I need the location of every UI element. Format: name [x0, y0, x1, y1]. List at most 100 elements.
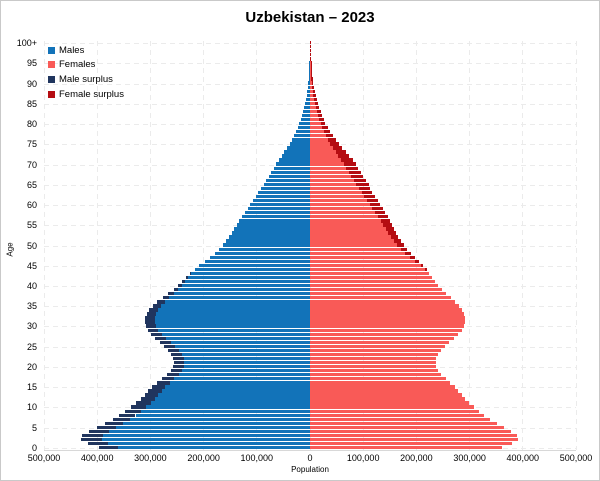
- bar-female-age-74: [310, 146, 333, 150]
- bar-male-surplus-age-33: [146, 312, 157, 316]
- bar-male-surplus-age-36: [157, 300, 165, 304]
- bar-female-age-23: [310, 352, 439, 357]
- bar-male-surplus-age-16: [156, 381, 170, 385]
- y-tick-label: 55: [26, 220, 37, 231]
- bar-male-surplus-age-8: [119, 413, 136, 417]
- bar-male-surplus-age-2: [81, 437, 102, 442]
- bar-male-age-9: [140, 409, 310, 413]
- bar-female-surplus-age-58: [375, 211, 385, 215]
- bar-male-age-45: [199, 263, 310, 268]
- bar-male-age-2: [101, 437, 310, 442]
- bar-male-age-54: [233, 227, 310, 231]
- bar-female-age-72: [310, 154, 339, 158]
- bar-female-age-18: [310, 373, 442, 377]
- bar-male-age-1: [107, 441, 310, 446]
- bar-female-age-90: [310, 81, 312, 85]
- bar-female-age-64: [310, 186, 359, 191]
- bar-male-surplus-age-22: [173, 356, 184, 361]
- legend-swatch-icon: [48, 61, 55, 69]
- y-tick-label: 40: [26, 280, 37, 291]
- bar-male-age-74: [287, 146, 310, 150]
- bar-female-age-6: [310, 421, 498, 425]
- bar-female-surplus-age-74: [332, 146, 342, 150]
- bar-female-age-71: [310, 158, 341, 162]
- bar-male-age-95: [309, 61, 310, 65]
- bar-male-age-90: [308, 81, 310, 85]
- bar-female-age-55: [310, 223, 384, 227]
- legend-swatch-icon: [48, 90, 55, 98]
- bar-female-surplus-age-49: [400, 247, 407, 251]
- bar-female-age-0: [310, 445, 502, 450]
- bar-male-age-32: [155, 316, 310, 320]
- bar-male-age-35: [161, 304, 310, 308]
- bar-female-surplus-age-81: [319, 117, 324, 122]
- bar-male-age-48: [214, 251, 310, 255]
- bar-male-age-30: [156, 324, 310, 328]
- bar-male-surplus-age-17: [162, 377, 175, 381]
- bar-male-surplus-age-34: [149, 308, 159, 312]
- x-tick-label: 500,000: [559, 453, 593, 463]
- x-tick-label: 100,000: [240, 453, 274, 463]
- bar-male-age-3: [102, 433, 310, 438]
- bar-female-age-91: [310, 77, 312, 81]
- bar-female-age-36: [310, 300, 456, 304]
- bar-female-surplus-age-62: [364, 194, 375, 199]
- bar-female-age-76: [310, 138, 329, 142]
- bar-male-surplus-age-5: [97, 425, 116, 430]
- bar-female-surplus-age-89: [312, 85, 315, 89]
- bar-female-surplus-age-78: [323, 130, 331, 134]
- bar-male-age-61: [253, 198, 310, 203]
- bar-male-surplus-age-42: [186, 275, 189, 280]
- bar-female-surplus-age-85: [315, 101, 318, 106]
- bar-male-age-82: [302, 113, 310, 118]
- bar-female-age-80: [310, 121, 321, 126]
- bar-male-age-46: [204, 259, 310, 264]
- bar-female-surplus-age-46: [415, 259, 420, 264]
- bar-male-age-13: [158, 393, 310, 397]
- bar-male-age-60: [250, 202, 310, 207]
- bar-female-age-48: [310, 251, 406, 255]
- bar-male-age-22: [183, 356, 310, 361]
- bar-female-surplus-age-55: [383, 223, 392, 227]
- bar-female-age-13: [310, 393, 462, 397]
- bar-female-age-50: [310, 243, 398, 247]
- bar-male-age-91: [308, 77, 310, 81]
- bar-female-age-92: [310, 73, 312, 77]
- y-tick-label: 45: [26, 260, 37, 271]
- bar-male-age-38: [173, 292, 310, 296]
- bar-female-surplus-age-51: [394, 239, 401, 243]
- bar-male-surplus-age-37: [162, 296, 169, 300]
- bar-male-surplus-age-20: [172, 364, 184, 369]
- bar-male-age-81: [300, 117, 310, 122]
- bar-female-age-84: [310, 105, 316, 110]
- bar-male-age-84: [304, 105, 310, 110]
- x-tick-label: 300,000: [134, 453, 167, 463]
- bar-female-surplus-age-50: [397, 243, 404, 247]
- bar-male-surplus-age-25: [164, 344, 175, 349]
- bar-female-surplus-age-57: [378, 215, 388, 219]
- legend-swatch-icon: [48, 75, 55, 83]
- bar-male-age-10: [146, 405, 310, 409]
- bar-female-age-26: [310, 340, 450, 344]
- bar-male-age-71: [279, 158, 310, 162]
- bar-male-age-36: [164, 300, 310, 304]
- bar-male-age-59: [247, 207, 310, 211]
- bar-female-surplus-age-80: [320, 121, 326, 126]
- bar-male-age-80: [299, 121, 310, 126]
- bar-male-age-6: [122, 421, 310, 425]
- bar-male-age-25: [174, 344, 310, 349]
- bar-male-surplus-age-0: [98, 445, 119, 450]
- bar-male-age-44: [194, 267, 310, 272]
- bar-female-age-9: [310, 409, 480, 413]
- bar-male-surplus-age-24: [167, 348, 179, 353]
- y-tick-label: 100+: [16, 38, 37, 49]
- bar-female-age-53: [310, 231, 389, 235]
- bar-female-surplus-age-90: [311, 81, 314, 85]
- bar-female-age-58: [310, 211, 376, 215]
- bar-female-surplus-age-61: [366, 198, 378, 203]
- bar-female-age-20: [310, 364, 437, 369]
- bar-female-surplus-age-54: [386, 227, 395, 231]
- bar-male-age-15: [165, 385, 310, 389]
- bar-female-age-15: [310, 385, 455, 389]
- bar-male-age-34: [158, 308, 310, 312]
